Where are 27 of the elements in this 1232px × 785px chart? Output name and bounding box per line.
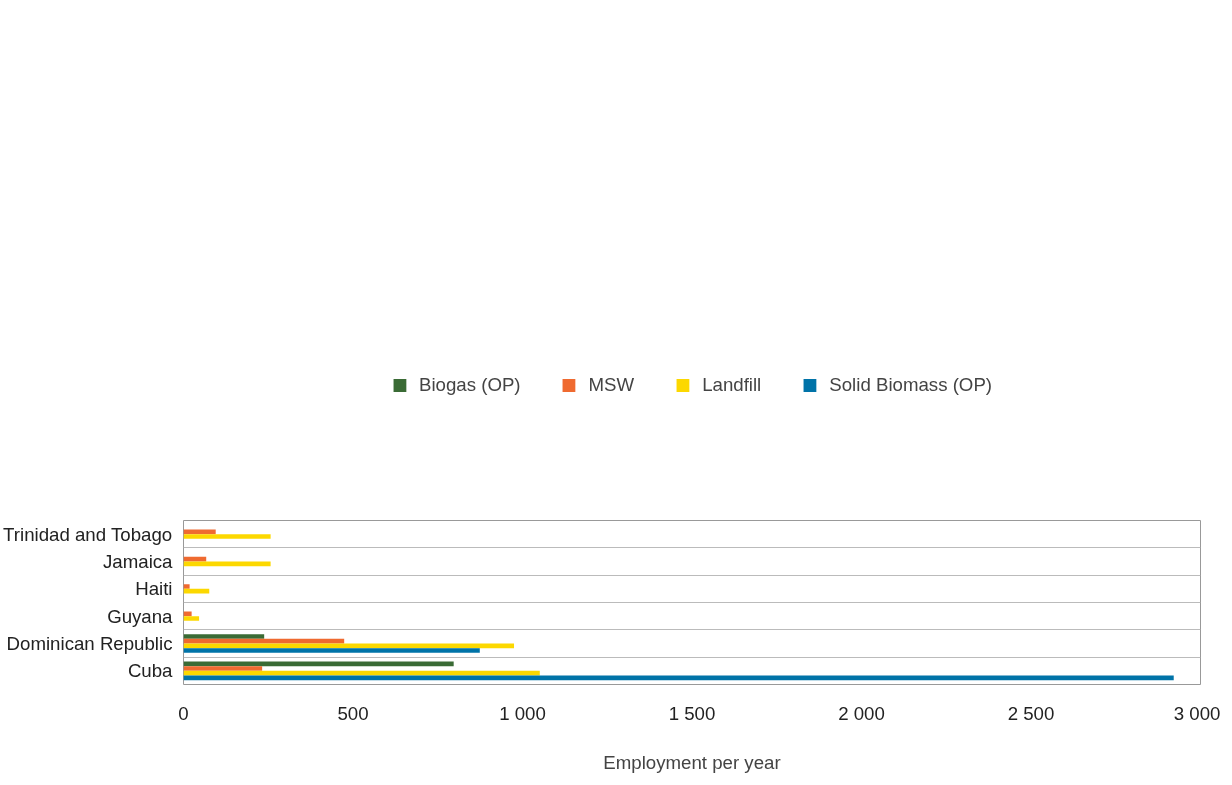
x-tick-label: 0 (178, 702, 189, 724)
legend-label: Biogas (OP) (418, 373, 521, 396)
bar (183, 634, 265, 639)
legend-label: MSW (588, 373, 635, 396)
legend-label: Solid Biomass (OP) (829, 373, 993, 396)
bar (183, 534, 271, 539)
x-tick-label: 1 500 (668, 702, 716, 724)
bar (183, 675, 1174, 681)
y-tick-label: Jamaica (103, 551, 174, 572)
x-tick-label: 1 000 (499, 702, 546, 724)
x-tick-label: 3 000 (1173, 702, 1221, 724)
x-tick-label: 2 000 (838, 702, 885, 724)
bar (183, 638, 345, 644)
y-tick-label: Cuba (127, 660, 174, 682)
x-tick-label: 2 500 (1007, 702, 1055, 724)
legend-label: Landfill (702, 373, 762, 396)
bar (183, 616, 200, 621)
bar (183, 666, 263, 671)
y-tick-label: Haiti (135, 578, 173, 600)
bar (183, 556, 207, 562)
bar (183, 584, 190, 589)
bar (183, 648, 480, 653)
x-axis-title: Employment per year (603, 751, 781, 773)
y-tick-label: Trinidad and Tobago (3, 523, 173, 545)
x-tick-label: 500 (337, 702, 369, 724)
y-tick-label: Dominican Republic (6, 633, 173, 654)
y-tick-label: Guyana (107, 605, 174, 627)
